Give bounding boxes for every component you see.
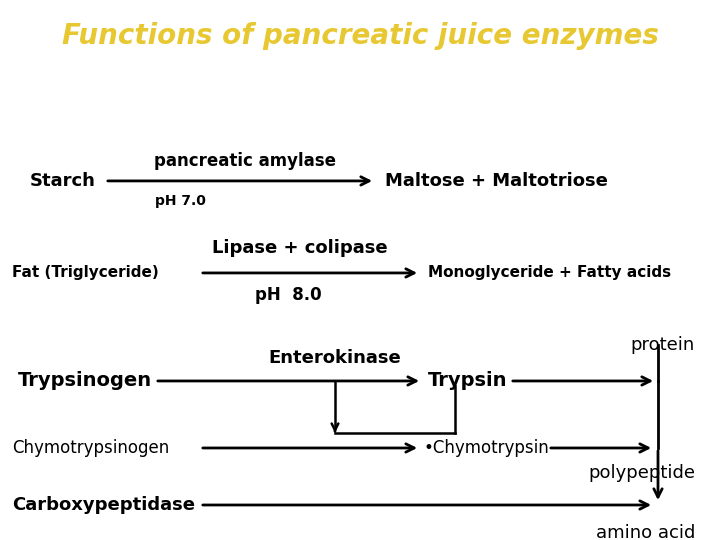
Text: Trypsinogen: Trypsinogen [18,372,152,390]
Text: Monoglyceride + Fatty acids: Monoglyceride + Fatty acids [428,266,671,280]
Text: •Chymotrypsin: •Chymotrypsin [424,439,550,457]
Text: pH 7.0: pH 7.0 [155,194,206,208]
Text: Functions of pancreatic juice enzymes: Functions of pancreatic juice enzymes [62,23,658,50]
Text: Carboxypeptidase: Carboxypeptidase [12,496,195,514]
Text: Chymotrypsinogen: Chymotrypsinogen [12,439,169,457]
Text: polypeptide: polypeptide [588,464,695,482]
Text: Starch: Starch [30,172,96,190]
Text: Trypsin: Trypsin [428,372,508,390]
Text: protein: protein [631,336,695,354]
Text: Fat (Triglyceride): Fat (Triglyceride) [12,266,158,280]
Text: amino acid: amino acid [595,524,695,540]
Text: pancreatic amylase: pancreatic amylase [154,152,336,170]
Text: Enterokinase: Enterokinase [269,349,401,367]
Text: Maltose + Maltotriose: Maltose + Maltotriose [385,172,608,190]
Text: Lipase + colipase: Lipase + colipase [212,239,388,257]
Text: pH  8.0: pH 8.0 [255,286,322,304]
